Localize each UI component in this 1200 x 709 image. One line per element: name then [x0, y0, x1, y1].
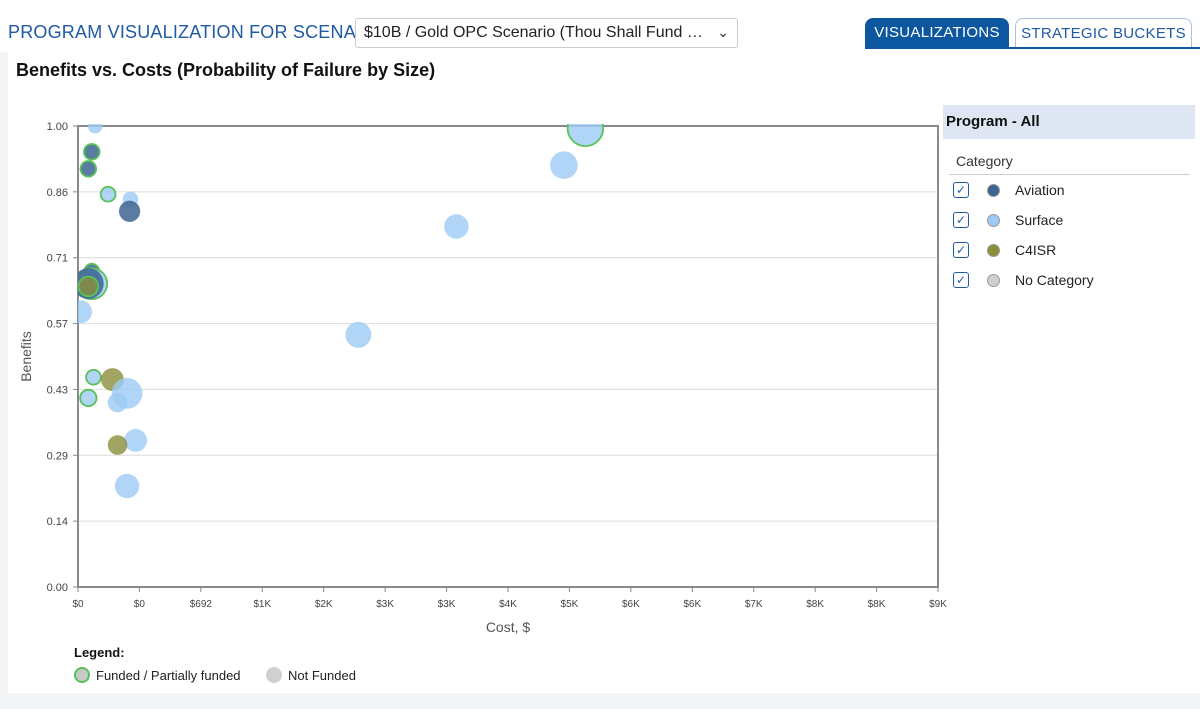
- x-tick-label: $8K: [868, 599, 886, 610]
- category-item-c4isr[interactable]: ✓ C4ISR: [943, 235, 1195, 265]
- funding-legend: Legend: Funded / Partially funded Not Fu…: [74, 645, 356, 683]
- category-item-surface[interactable]: ✓ Surface: [943, 205, 1195, 235]
- x-tick-label: $3K: [438, 599, 456, 610]
- y-tick-label: 0.29: [47, 450, 68, 462]
- category-label-surface: Surface: [1015, 212, 1064, 228]
- category-label-c4isr: C4ISR: [1015, 242, 1057, 258]
- category-swatch-aviation: [987, 184, 1000, 197]
- data-point[interactable]: [550, 151, 578, 179]
- data-point[interactable]: [345, 321, 372, 348]
- legend-subheader: Category: [956, 153, 1013, 169]
- category-legend: Program - All Category ✓ Aviation ✓ Surf…: [943, 105, 1195, 295]
- category-item-no-category[interactable]: ✓ No Category: [943, 265, 1195, 295]
- top-bar: PROGRAM VISUALIZATION FOR SCENARIO: $10B…: [0, 0, 1200, 52]
- not-funded-label: Not Funded: [288, 668, 356, 683]
- funding-legend-funded: Funded / Partially funded: [74, 667, 241, 683]
- data-point[interactable]: [114, 473, 140, 499]
- category-swatch-surface: [987, 214, 1000, 227]
- y-tick-label: 0.71: [47, 253, 68, 265]
- x-tick-label: $5K: [561, 599, 579, 610]
- funding-legend-title: Legend:: [74, 645, 125, 660]
- x-tick-label: $9K: [929, 599, 947, 610]
- chart-title: Benefits vs. Costs (Probability of Failu…: [16, 60, 436, 80]
- funding-legend-not-funded: Not Funded: [266, 667, 356, 683]
- data-point[interactable]: [79, 388, 98, 408]
- checkbox-aviation[interactable]: ✓: [953, 182, 969, 198]
- category-swatch-c4isr: [987, 244, 1000, 257]
- x-tick-label: $6K: [622, 599, 640, 610]
- tab-visualizations[interactable]: VISUALIZATIONS: [865, 18, 1009, 48]
- y-tick-label: 0.00: [47, 582, 68, 594]
- scenario-select[interactable]: $10B / Gold OPC Scenario (Thou Shall Fun…: [355, 18, 738, 48]
- x-tick-label: $8K: [806, 599, 824, 610]
- legend-divider: [949, 174, 1190, 175]
- data-point[interactable]: [78, 275, 100, 298]
- tab-strategic-buckets[interactable]: STRATEGIC BUCKETS: [1015, 18, 1192, 48]
- data-point[interactable]: [69, 300, 92, 324]
- y-tick-label: 0.14: [47, 516, 68, 528]
- data-point[interactable]: [85, 368, 102, 386]
- checkbox-c4isr[interactable]: ✓: [953, 242, 969, 258]
- data-points: [69, 111, 605, 499]
- plot-area: [78, 126, 938, 587]
- x-tick-label: $0: [72, 599, 84, 610]
- checkbox-no-category[interactable]: ✓: [953, 272, 969, 288]
- x-tick-label: $7K: [745, 599, 763, 610]
- legend-header: Program - All: [943, 105, 1195, 139]
- tab-underline: [865, 47, 1200, 49]
- data-point[interactable]: [99, 185, 117, 203]
- data-point[interactable]: [87, 119, 103, 134]
- x-tick-label: $6K: [683, 599, 701, 610]
- x-tick-label: $3K: [376, 599, 394, 610]
- x-tick-label: $1K: [253, 599, 271, 610]
- data-point[interactable]: [83, 143, 101, 161]
- x-tick-label: $692: [190, 599, 213, 610]
- category-item-aviation[interactable]: ✓ Aviation: [943, 175, 1195, 205]
- category-swatch-no-category: [987, 274, 1000, 287]
- funded-swatch: [74, 667, 90, 683]
- y-tick-label: 0.86: [47, 187, 68, 199]
- category-label-aviation: Aviation: [1015, 182, 1065, 198]
- funded-label: Funded / Partially funded: [96, 668, 241, 683]
- x-axis-label: Cost, $: [486, 619, 531, 635]
- data-point[interactable]: [566, 111, 605, 147]
- y-tick-label: 1.00: [47, 121, 68, 133]
- plot-frame: [77, 125, 939, 588]
- data-point[interactable]: [107, 435, 128, 455]
- chevron-down-icon: ⌄: [717, 24, 729, 40]
- not-funded-swatch: [266, 667, 282, 683]
- x-tick-label: $0: [134, 599, 146, 610]
- data-point[interactable]: [119, 200, 141, 222]
- data-point[interactable]: [124, 429, 148, 452]
- data-point[interactable]: [107, 392, 128, 413]
- data-point[interactable]: [79, 160, 98, 178]
- checkbox-surface[interactable]: ✓: [953, 212, 969, 228]
- x-tick-label: $4K: [499, 599, 517, 610]
- category-label-no-category: No Category: [1015, 272, 1094, 288]
- scenario-label: PROGRAM VISUALIZATION FOR SCENARIO:: [8, 22, 394, 42]
- x-tick-label: $2K: [315, 599, 333, 610]
- y-axis-label: Benefits: [18, 331, 34, 382]
- data-point[interactable]: [444, 214, 469, 239]
- y-tick-label: 0.43: [47, 384, 68, 396]
- y-tick-label: 0.57: [47, 319, 68, 331]
